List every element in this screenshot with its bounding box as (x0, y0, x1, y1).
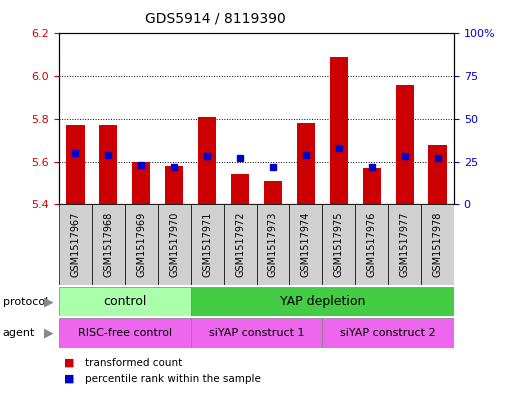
Bar (289, 204, 322, 285)
Text: GSM1517978: GSM1517978 (432, 212, 443, 277)
Text: GSM1517967: GSM1517967 (70, 212, 81, 277)
Text: percentile rank within the sample: percentile rank within the sample (85, 374, 261, 384)
Text: ▶: ▶ (44, 295, 53, 308)
Text: GSM1517977: GSM1517977 (400, 212, 409, 277)
Bar (224, 204, 256, 285)
Text: ■: ■ (64, 358, 74, 368)
Text: GSM1517969: GSM1517969 (136, 212, 146, 277)
Bar (66, 125, 85, 204)
Bar (100, 125, 117, 204)
Bar (59, 287, 191, 316)
Text: GSM1517976: GSM1517976 (367, 212, 377, 277)
Bar (165, 166, 183, 204)
Text: GSM1517972: GSM1517972 (235, 212, 245, 277)
Text: agent: agent (3, 328, 35, 338)
Text: RISC-free control: RISC-free control (78, 328, 172, 338)
Text: protocol: protocol (3, 297, 48, 307)
Bar (322, 318, 454, 348)
Bar (191, 287, 454, 316)
Text: GSM1517968: GSM1517968 (104, 212, 113, 277)
Bar (264, 181, 282, 204)
Bar (421, 204, 454, 285)
Bar (330, 57, 348, 204)
Bar (125, 204, 158, 285)
Bar (191, 318, 322, 348)
Text: ▶: ▶ (44, 327, 53, 340)
Bar (297, 123, 315, 204)
Text: transformed count: transformed count (85, 358, 182, 368)
Text: GDS5914 / 8119390: GDS5914 / 8119390 (145, 12, 286, 26)
Bar (198, 117, 216, 204)
Text: control: control (103, 295, 147, 308)
Text: GSM1517975: GSM1517975 (334, 212, 344, 277)
Bar (428, 145, 447, 204)
Bar (256, 204, 289, 285)
Bar (59, 204, 92, 285)
Text: GSM1517974: GSM1517974 (301, 212, 311, 277)
Bar (59, 318, 191, 348)
Bar (92, 204, 125, 285)
Bar (191, 204, 224, 285)
Text: YAP depletion: YAP depletion (280, 295, 365, 308)
Text: siYAP construct 2: siYAP construct 2 (340, 328, 436, 338)
Bar (396, 85, 413, 204)
Text: GSM1517970: GSM1517970 (169, 212, 179, 277)
Bar (231, 174, 249, 204)
Bar (355, 204, 388, 285)
Text: GSM1517971: GSM1517971 (202, 212, 212, 277)
Text: ■: ■ (64, 374, 74, 384)
Text: GSM1517973: GSM1517973 (268, 212, 278, 277)
Bar (322, 204, 355, 285)
Bar (388, 204, 421, 285)
Bar (132, 162, 150, 204)
Bar (363, 168, 381, 204)
Text: siYAP construct 1: siYAP construct 1 (209, 328, 304, 338)
Bar (158, 204, 191, 285)
